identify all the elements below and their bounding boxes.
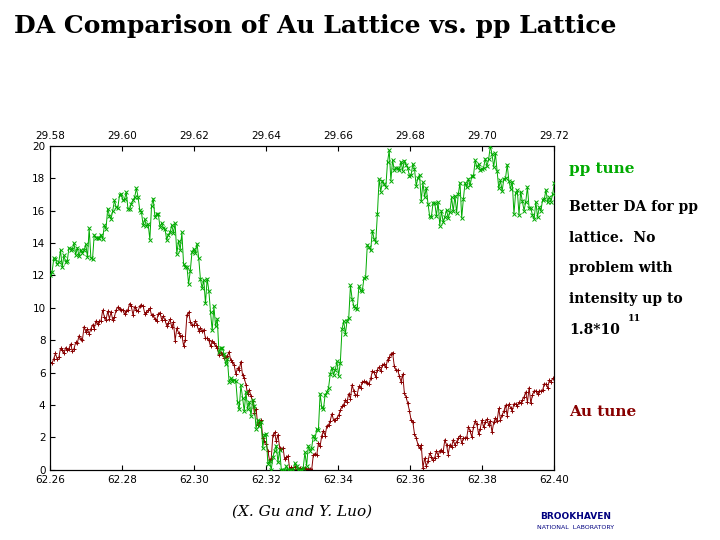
Text: intensity up to: intensity up to: [569, 292, 683, 306]
Text: BROOKHAVEN: BROOKHAVEN: [541, 512, 611, 521]
Text: problem with: problem with: [569, 261, 672, 275]
Text: pp tune: pp tune: [569, 162, 634, 176]
Text: 11: 11: [628, 314, 641, 323]
Text: Au tune: Au tune: [569, 405, 636, 419]
Text: 1.8*10: 1.8*10: [569, 323, 620, 337]
Text: NATIONAL  LABORATORY: NATIONAL LABORATORY: [537, 525, 615, 530]
Text: Better DA for pp: Better DA for pp: [569, 200, 698, 214]
Text: lattice.  No: lattice. No: [569, 231, 655, 245]
Text: (X. Gu and Y. Luo): (X. Gu and Y. Luo): [233, 504, 372, 518]
Text: DA Comparison of Au Lattice vs. pp Lattice: DA Comparison of Au Lattice vs. pp Latti…: [14, 14, 617, 37]
